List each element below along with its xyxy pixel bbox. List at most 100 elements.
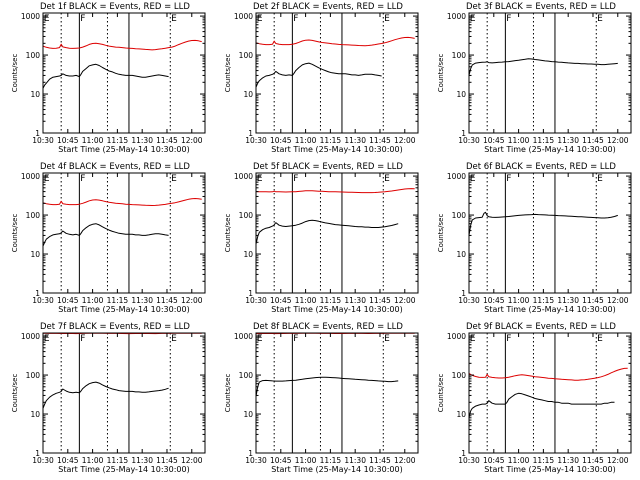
y-tick-label: 1 xyxy=(461,129,466,138)
interval-flag-label: E xyxy=(384,174,390,184)
x-tick-label: 11:45 xyxy=(369,456,391,465)
x-tick-label: 11:15 xyxy=(107,136,129,145)
events-rate-line xyxy=(255,376,399,397)
panel: Det 1f BLACK = Events, RED = LLD E F E 10:30… xyxy=(11,2,206,154)
y-tick-label: 1 xyxy=(461,289,466,298)
y-tick-label: 100 xyxy=(26,211,41,220)
plot-frame xyxy=(468,172,632,294)
x-tick-label: 10:45 xyxy=(57,296,79,305)
y-tick-label: 10 xyxy=(30,250,40,259)
y-tick-label: 100 xyxy=(452,211,467,220)
y-tick-label: 10 xyxy=(243,410,253,419)
plot-frame xyxy=(42,12,206,134)
x-tick-label: 11:30 xyxy=(344,136,366,145)
panel: Det 5f BLACK = Events, RED = LLD E F E 10:30… xyxy=(224,162,419,314)
y-axis-title: Counts/sec xyxy=(224,54,232,93)
events-rate-line xyxy=(42,223,169,247)
y-tick-label: 100 xyxy=(452,371,467,380)
x-tick-label: 11:30 xyxy=(344,296,366,305)
x-tick-label: 11:15 xyxy=(533,456,555,465)
y-tick-label: 1 xyxy=(35,449,40,458)
x-tick-label: 11:30 xyxy=(557,456,579,465)
panel-title: Det 2f BLACK = Events, RED = LLD xyxy=(253,2,403,12)
interval-flag-label: E xyxy=(470,14,476,24)
panel-title: Det 6f BLACK = Events, RED = LLD xyxy=(466,162,616,172)
interval-flag-label: F xyxy=(506,334,511,344)
x-tick-label: 11:45 xyxy=(369,296,391,305)
x-tick-label: 10:30 xyxy=(32,296,54,305)
y-tick-label: 100 xyxy=(26,51,41,60)
interval-flag-label: E xyxy=(44,14,50,24)
x-tick-label: 10:45 xyxy=(57,456,79,465)
y-tick-label: 1000 xyxy=(234,332,253,341)
x-tick-label: 12:00 xyxy=(181,136,203,145)
interval-flag-label: E xyxy=(597,174,603,184)
y-tick-label: 10 xyxy=(243,250,253,259)
x-tick-label: 10:45 xyxy=(270,136,292,145)
panel-title: Det 9f BLACK = Events, RED = LLD xyxy=(466,322,616,332)
y-tick-label: 10 xyxy=(243,90,253,99)
panel: Det 3f BLACK = Events, RED = LLD E F E 10:30… xyxy=(437,2,632,154)
y-tick-label: 100 xyxy=(239,51,254,60)
y-tick-label: 10 xyxy=(456,250,466,259)
x-tick-label: 11:00 xyxy=(82,456,104,465)
y-tick-label: 1 xyxy=(248,449,253,458)
interval-flag-label: E xyxy=(44,334,50,344)
lld-rate-line xyxy=(255,36,415,47)
x-axis-title: Start Time (25-May-14 10:30:00) xyxy=(271,465,402,474)
x-tick-label: 11:00 xyxy=(295,136,317,145)
x-axis-title: Start Time (25-May-14 10:30:00) xyxy=(484,465,615,474)
x-tick-label: 10:30 xyxy=(32,456,54,465)
x-tick-label: 11:00 xyxy=(295,296,317,305)
x-tick-label: 11:30 xyxy=(131,136,153,145)
x-tick-label: 11:00 xyxy=(82,296,104,305)
y-tick-label: 100 xyxy=(452,51,467,60)
x-axis-title: Start Time (25-May-14 10:30:00) xyxy=(58,145,189,154)
x-tick-label: 10:30 xyxy=(458,456,480,465)
panel: Det 7f BLACK = Events, RED = LLD E F E 10:30… xyxy=(11,322,206,474)
x-tick-label: 11:15 xyxy=(320,136,342,145)
interval-flag-label: F xyxy=(80,334,85,344)
x-tick-label: 11:30 xyxy=(131,456,153,465)
events-rate-line xyxy=(42,381,169,409)
x-tick-label: 11:45 xyxy=(156,456,178,465)
y-tick-label: 10 xyxy=(30,90,40,99)
x-axis-title: Start Time (25-May-14 10:30:00) xyxy=(58,305,189,314)
interval-flag-label: E xyxy=(597,14,603,24)
interval-flag-label: F xyxy=(506,174,511,184)
x-tick-label: 10:45 xyxy=(483,136,505,145)
events-rate-line xyxy=(42,63,169,89)
x-tick-label: 10:45 xyxy=(270,296,292,305)
interval-flag-label: E xyxy=(44,174,50,184)
plot-frame xyxy=(255,172,419,294)
lld-rate-line xyxy=(42,198,202,206)
x-axis-title: Start Time (25-May-14 10:30:00) xyxy=(58,465,189,474)
x-axis-title: Start Time (25-May-14 10:30:00) xyxy=(484,305,615,314)
x-tick-label: 11:30 xyxy=(344,456,366,465)
plot-frame xyxy=(468,12,632,134)
x-tick-label: 11:15 xyxy=(107,296,129,305)
events-rate-line xyxy=(468,58,618,76)
x-tick-label: 10:30 xyxy=(245,136,267,145)
x-tick-label: 10:30 xyxy=(458,296,480,305)
x-tick-label: 11:45 xyxy=(156,296,178,305)
panel: Det 2f BLACK = Events, RED = LLD E F E 10:30… xyxy=(224,2,419,154)
interval-flag-label: E xyxy=(257,174,263,184)
y-axis-title: Counts/sec xyxy=(224,374,232,413)
y-tick-label: 1000 xyxy=(21,12,40,21)
plot-frame xyxy=(42,172,206,294)
panel-title: Det 4f BLACK = Events, RED = LLD xyxy=(40,162,190,172)
panel-title: Det 5f BLACK = Events, RED = LLD xyxy=(253,162,403,172)
y-axis-title: Counts/sec xyxy=(11,214,19,253)
x-tick-label: 10:30 xyxy=(32,136,54,145)
x-tick-label: 11:15 xyxy=(533,136,555,145)
y-axis-title: Counts/sec xyxy=(437,374,445,413)
events-rate-line xyxy=(468,211,618,236)
x-tick-label: 12:00 xyxy=(607,296,629,305)
y-tick-label: 1 xyxy=(35,129,40,138)
y-tick-label: 1000 xyxy=(447,172,466,181)
x-tick-label: 11:15 xyxy=(533,296,555,305)
interval-flag-label: F xyxy=(293,174,298,184)
x-tick-label: 10:30 xyxy=(245,456,267,465)
lld-rate-line xyxy=(255,188,415,194)
